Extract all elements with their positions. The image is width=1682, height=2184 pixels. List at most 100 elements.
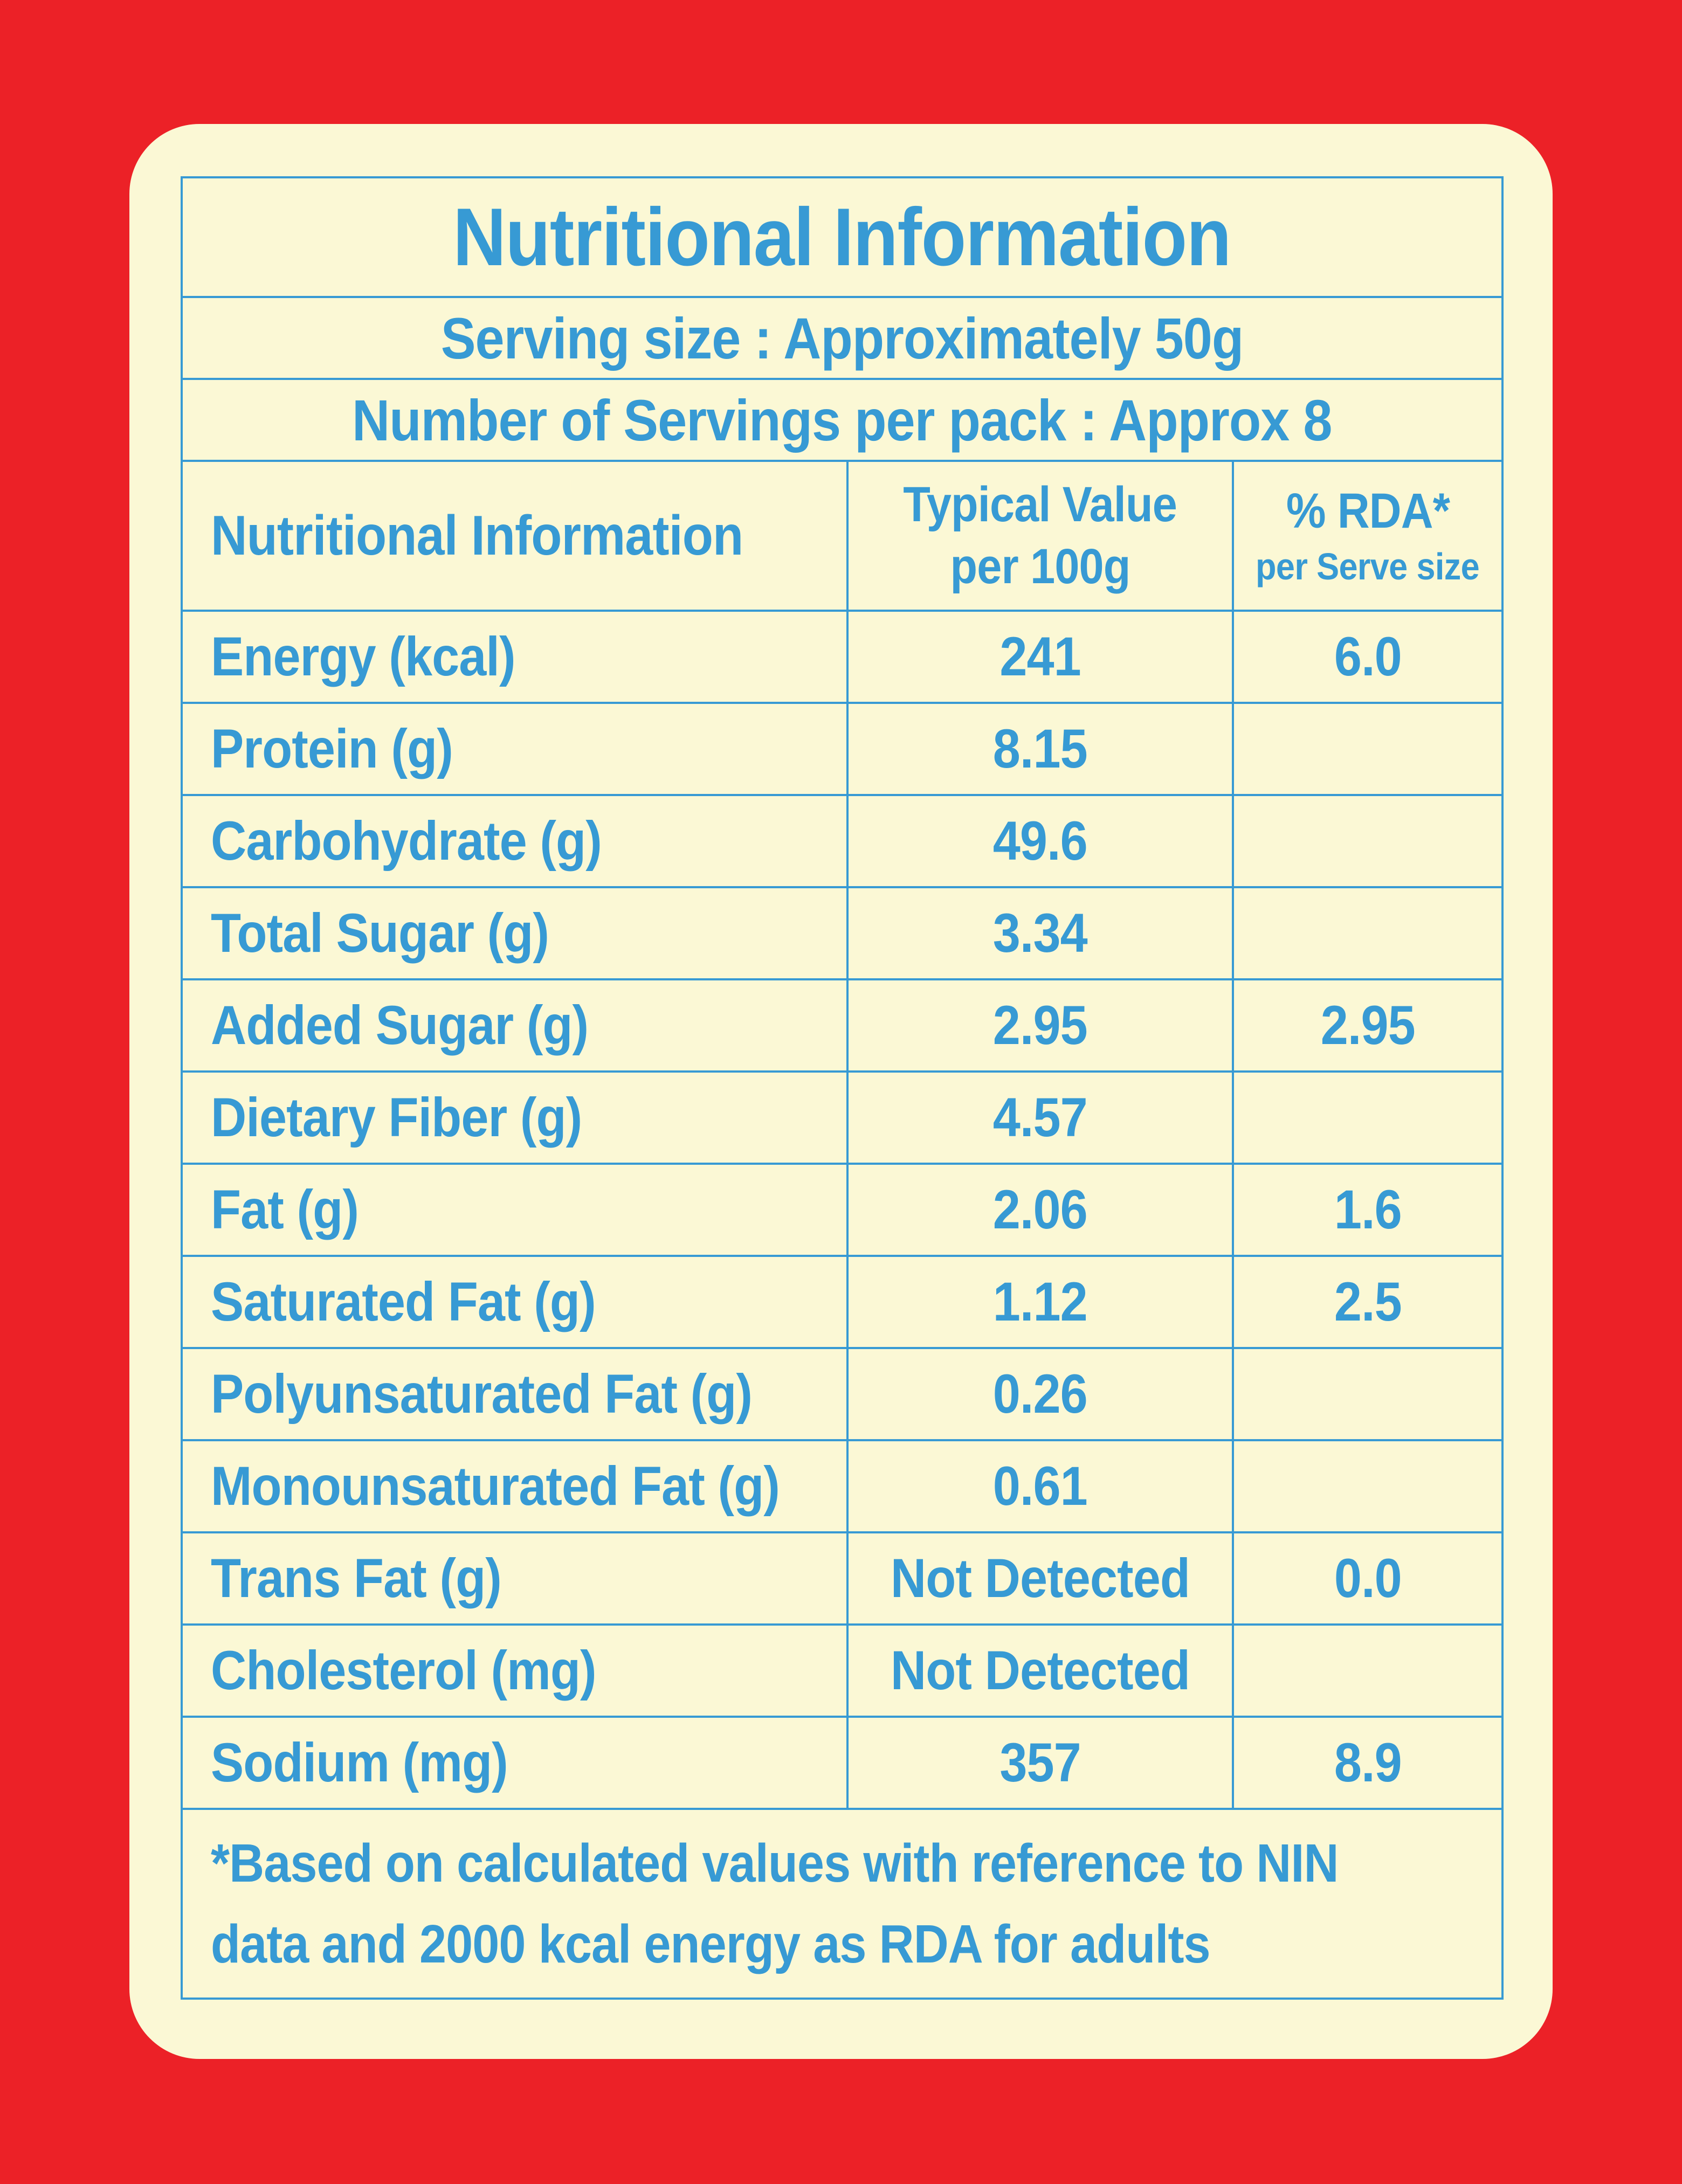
row-value: 8.15	[992, 718, 1088, 779]
row-value-cell: 357	[846, 1716, 1234, 1810]
row-label-cell: Trans Fat (g)	[181, 1531, 849, 1626]
footnote-cell: *Based on calculated values with referen…	[180, 1808, 1504, 2000]
row-value-cell: 0.26	[846, 1347, 1234, 1441]
row-value-cell: 49.6	[846, 794, 1234, 888]
row-value: 0.26	[992, 1363, 1088, 1425]
table-row: Carbohydrate (g) 49.6	[181, 794, 1504, 888]
row-rda-cell: 1.6	[1231, 1163, 1504, 1257]
row-rda-cell: 6.0	[1231, 610, 1504, 704]
row-label: Energy (kcal)	[211, 626, 516, 687]
row-value: 0.61	[992, 1455, 1088, 1517]
serving-size-cell: Serving size : Approximately 50g	[180, 296, 1504, 380]
row-label-cell: Saturated Fat (g)	[181, 1255, 849, 1349]
servings-per-pack-text: Number of Servings per pack : Approx 8	[352, 387, 1332, 453]
row-rda: 8.9	[1334, 1732, 1402, 1793]
table-row: Polyunsaturated Fat (g) 0.26	[181, 1347, 1504, 1441]
table-row: Monounsaturated Fat (g) 0.61	[181, 1439, 1504, 1533]
row-value-cell: 4.57	[846, 1070, 1234, 1165]
row-label-cell: Energy (kcal)	[181, 610, 849, 704]
row-value-cell: 3.34	[846, 886, 1234, 980]
col-header-typical-value-line1: Typical Value	[903, 477, 1178, 532]
label-card: Nutritional Information Serving size : A…	[129, 124, 1553, 2059]
serving-size-row: Serving size : Approximately 50g	[180, 296, 1504, 380]
row-label-cell: Protein (g)	[181, 702, 849, 796]
row-label: Trans Fat (g)	[211, 1547, 502, 1609]
row-rda-cell	[1231, 1623, 1504, 1718]
table-row: Dietary Fiber (g) 4.57	[181, 1070, 1504, 1165]
table-row: Total Sugar (g) 3.34	[181, 886, 1504, 980]
row-label-cell: Dietary Fiber (g)	[181, 1070, 849, 1165]
row-value: 4.57	[992, 1087, 1088, 1148]
row-value: Not Detected	[890, 1547, 1190, 1609]
row-value-cell: 8.15	[846, 702, 1234, 796]
row-label-cell: Added Sugar (g)	[181, 978, 849, 1073]
row-label-cell: Sodium (mg)	[181, 1716, 849, 1810]
row-rda: 0.0	[1334, 1547, 1402, 1609]
row-rda-cell: 2.5	[1231, 1255, 1504, 1349]
row-value-cell: 2.06	[846, 1163, 1234, 1257]
row-label-cell: Monounsaturated Fat (g)	[181, 1439, 849, 1533]
row-value: 241	[999, 626, 1081, 687]
servings-per-pack-cell: Number of Servings per pack : Approx 8	[180, 378, 1504, 462]
row-label: Protein (g)	[211, 718, 453, 779]
row-label: Dietary Fiber (g)	[211, 1087, 582, 1148]
row-label-cell: Cholesterol (mg)	[181, 1623, 849, 1718]
row-value-cell: 0.61	[846, 1439, 1234, 1533]
row-rda-cell: 0.0	[1231, 1531, 1504, 1626]
table-row: Protein (g) 8.15	[181, 702, 1504, 796]
row-rda: 2.5	[1334, 1271, 1402, 1332]
row-value-cell: Not Detected	[846, 1531, 1234, 1626]
row-value: 357	[999, 1732, 1081, 1793]
row-value: 1.12	[992, 1271, 1088, 1332]
col-header-nutrient: Nutritional Information	[181, 460, 849, 612]
row-label: Total Sugar (g)	[211, 902, 549, 964]
table-row: Cholesterol (mg) Not Detected	[181, 1623, 1504, 1718]
table-row: Saturated Fat (g) 1.12 2.5	[181, 1255, 1504, 1349]
row-label-cell: Fat (g)	[181, 1163, 849, 1257]
footnote-line-2: data and 2000 kcal energy as RDA for adu…	[211, 1914, 1211, 1974]
serving-size-text: Serving size : Approximately 50g	[440, 305, 1244, 371]
row-label: Cholesterol (mg)	[211, 1640, 597, 1701]
row-rda-cell: 2.95	[1231, 978, 1504, 1073]
row-value-cell: Not Detected	[846, 1623, 1234, 1718]
row-rda-cell: 8.9	[1231, 1716, 1504, 1810]
row-value: 2.06	[992, 1179, 1088, 1240]
table-row: Trans Fat (g) Not Detected 0.0	[181, 1531, 1504, 1626]
table-row: Energy (kcal) 241 6.0	[181, 610, 1504, 704]
row-label: Sodium (mg)	[211, 1732, 508, 1793]
row-label: Monounsaturated Fat (g)	[211, 1455, 780, 1517]
row-rda-cell	[1231, 1070, 1504, 1165]
table-row: Added Sugar (g) 2.95 2.95	[181, 978, 1504, 1073]
footnote-row: *Based on calculated values with referen…	[180, 1808, 1504, 2000]
row-value-cell: 2.95	[846, 978, 1234, 1073]
col-header-typical-value: Typical Value per 100g	[846, 460, 1234, 612]
row-value-cell: 1.12	[846, 1255, 1234, 1349]
row-rda-cell	[1231, 1439, 1504, 1533]
row-label: Polyunsaturated Fat (g)	[211, 1363, 753, 1425]
title-cell: Nutritional Information	[180, 176, 1504, 298]
row-rda: 2.95	[1320, 994, 1416, 1056]
row-value: 49.6	[992, 810, 1088, 872]
row-value: 3.34	[992, 902, 1088, 964]
row-label-cell: Total Sugar (g)	[181, 886, 849, 980]
row-label: Added Sugar (g)	[211, 994, 589, 1056]
row-value: 2.95	[992, 994, 1088, 1056]
footnote-line-1: *Based on calculated values with referen…	[211, 1833, 1339, 1893]
row-label: Saturated Fat (g)	[211, 1271, 596, 1332]
row-rda-cell	[1231, 1347, 1504, 1441]
table-row: Fat (g) 2.06 1.6	[181, 1163, 1504, 1257]
servings-per-pack-row: Number of Servings per pack : Approx 8	[180, 378, 1504, 462]
row-rda-cell	[1231, 886, 1504, 980]
row-value: Not Detected	[890, 1640, 1190, 1701]
row-rda-cell	[1231, 794, 1504, 888]
row-label: Fat (g)	[211, 1179, 359, 1240]
column-header-row: Nutritional Information Typical Value pe…	[181, 460, 1504, 612]
col-header-typical-value-line2: per 100g	[950, 539, 1131, 594]
row-label: Carbohydrate (g)	[211, 810, 602, 872]
col-header-rda-line1: % RDA*	[1286, 483, 1450, 538]
table-row: Sodium (mg) 357 8.9	[181, 1716, 1504, 1810]
col-header-rda-line2: per Serve size	[1256, 545, 1480, 588]
row-value-cell: 241	[846, 610, 1234, 704]
page-title: Nutritional Information	[453, 191, 1232, 283]
